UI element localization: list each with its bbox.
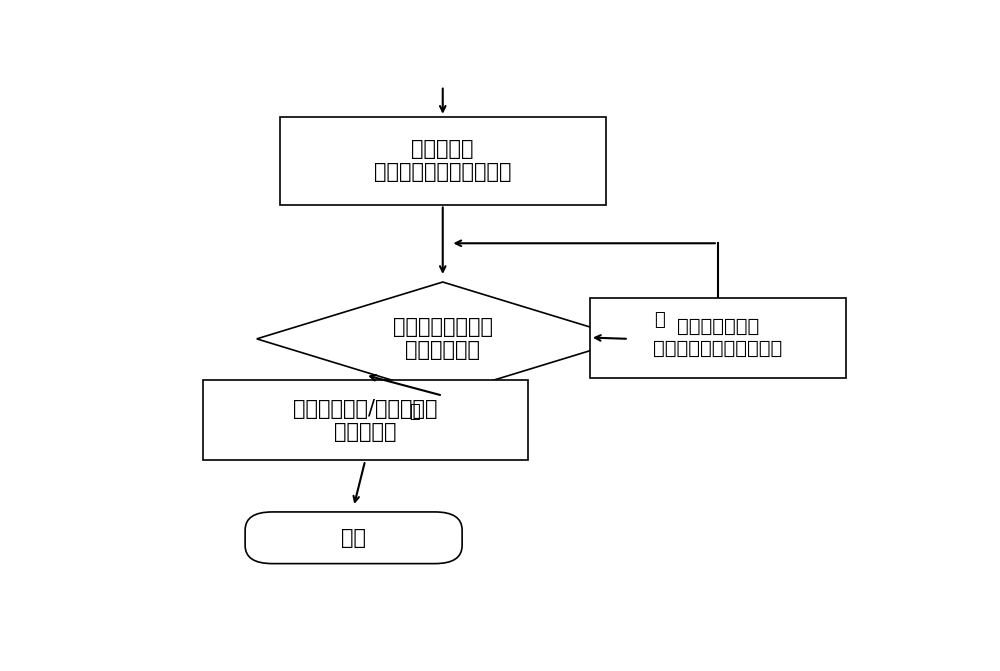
Text: 否: 否 bbox=[654, 311, 665, 329]
FancyBboxPatch shape bbox=[245, 512, 462, 564]
Text: 状态推演，更新
预测步长和电压崩溃指数: 状态推演，更新 预测步长和电压崩溃指数 bbox=[653, 317, 782, 358]
Polygon shape bbox=[257, 282, 629, 396]
Text: 结束: 结束 bbox=[341, 528, 366, 548]
Text: 是: 是 bbox=[409, 403, 420, 421]
Bar bbox=[202, 380, 528, 460]
Text: 求解初始的
预测步长和电压崩溃指数: 求解初始的 预测步长和电压崩溃指数 bbox=[374, 139, 512, 183]
Text: 完整潮流计算/求解系统极
限传输容量: 完整潮流计算/求解系统极 限传输容量 bbox=[293, 399, 438, 442]
Text: 电压崩溃指数是否
小于指数阈值: 电压崩溃指数是否 小于指数阈值 bbox=[393, 317, 493, 360]
Bar bbox=[280, 117, 606, 205]
Bar bbox=[590, 297, 846, 378]
